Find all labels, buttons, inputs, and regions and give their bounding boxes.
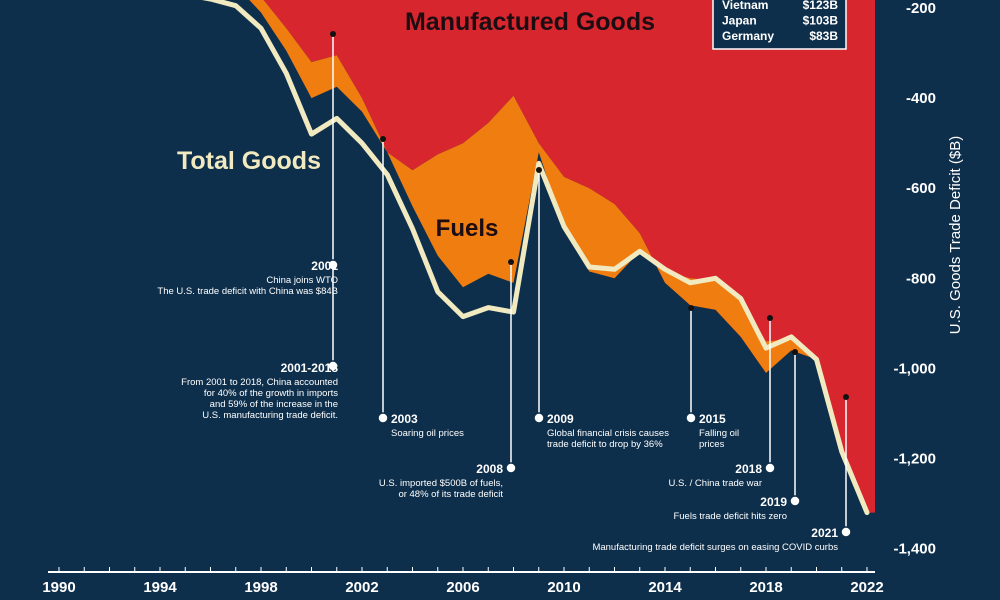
annotation-text: prices	[699, 439, 725, 450]
x-tick-label: 2010	[547, 579, 580, 596]
annotation-text: The U.S. trade deficit with China was $8…	[157, 286, 338, 297]
annotation-marker	[508, 259, 514, 265]
annotation-text: China joins WTO	[266, 275, 338, 286]
legend-value: $103B	[803, 14, 839, 28]
legend-value: $83B	[809, 29, 838, 43]
annotation-title: 2021	[811, 526, 838, 540]
legend-box: Vietnam $123B Japan $103B Germany $83B	[712, 0, 847, 50]
annotation-2019: 2019 Fuels trade deficit hits zero	[673, 349, 801, 522]
area-manufactured-goods	[150, 0, 875, 540]
annotation-text: U.S. manufacturing trade deficit.	[202, 410, 338, 421]
x-tick-label: 2006	[446, 579, 479, 596]
series-label-total: Total Goods	[177, 147, 321, 175]
annotation-title: 2003	[391, 412, 418, 426]
line-total-goods	[201, 0, 870, 516]
annotation-marker	[792, 349, 798, 355]
annotation-text: for 40% of the growth in imports	[204, 388, 338, 399]
annotation-dot	[533, 412, 545, 424]
annotation-marker	[688, 305, 694, 311]
legend-country: Vietnam	[722, 0, 768, 12]
y-tick-label: -1,200	[893, 451, 936, 468]
annotation-marker	[843, 394, 849, 400]
annotation-text: U.S. imported $500B of fuels,	[379, 478, 503, 489]
x-tick-label: 1998	[244, 579, 277, 596]
legend-value: $123B	[803, 0, 839, 12]
annotation-2008: 2008 U.S. imported $500B of fuels,or 48% …	[379, 259, 517, 500]
annotation-text: Global financial crisis causes	[547, 428, 669, 439]
y-axis-label: U.S. Goods Trade Deficit ($B)	[947, 136, 964, 334]
annotation-text: Falling oil	[699, 428, 739, 439]
annotation-dot	[840, 526, 852, 538]
annotation-dot	[764, 462, 776, 474]
legend-country: Germany	[722, 29, 774, 43]
annotation-2001-2018: 2001-2018 From 2001 to 2018, China accoun…	[181, 270, 339, 421]
annotation-dot	[327, 360, 339, 372]
annotation-dot	[685, 412, 697, 424]
annotation-title: 2001	[311, 259, 338, 273]
x-tick-label: 1994	[143, 579, 177, 596]
legend-country: Japan	[722, 14, 757, 28]
annotation-marker	[536, 167, 542, 173]
annotation-text: or 48% of its trade deficit	[398, 489, 503, 500]
annotation-dot	[377, 412, 389, 424]
x-axis: 1990 1994 1998 2002 2006 2010 2014 2018 2022	[42, 567, 884, 596]
annotation-title: 2001-2018	[281, 361, 339, 375]
annotation-marker	[380, 136, 386, 142]
annotation-2021: 2021 Manufacturing trade deficit surges o…	[592, 394, 852, 553]
annotation-marker	[330, 31, 336, 37]
y-axis: -200 -400 -600 -800 -1,000 -1,200 -1,400	[893, 0, 936, 558]
y-tick-label: -800	[906, 270, 936, 287]
x-tick-label: 2014	[648, 579, 682, 596]
annotation-title: 2009	[547, 412, 574, 426]
annotation-text: Soaring oil prices	[391, 428, 464, 439]
annotation-marker	[767, 315, 773, 321]
annotation-text: and 59% of the increase in the	[210, 399, 338, 410]
annotation-text: trade deficit to drop by 36%	[547, 439, 663, 450]
x-tick-label: 2002	[345, 579, 378, 596]
x-tick-label: 1990	[42, 579, 75, 596]
series-label-fuels: Fuels	[436, 215, 499, 242]
annotation-2009: 2009 Global financial crisis causestrade …	[533, 167, 669, 450]
annotation-title: 2015	[699, 412, 726, 426]
annotation-text: Manufacturing trade deficit surges on ea…	[592, 542, 838, 553]
annotation-2003: 2003 Soaring oil prices	[377, 136, 464, 439]
legend-frame	[712, 0, 847, 50]
series-label-manufactured: Manufactured Goods	[405, 8, 655, 36]
annotation-dot	[505, 462, 517, 474]
y-tick-label: -600	[906, 180, 936, 197]
annotation-text: U.S. / China trade war	[669, 478, 762, 489]
y-tick-label: -400	[906, 90, 936, 107]
annotation-text: Fuels trade deficit hits zero	[673, 511, 787, 522]
y-tick-label: -1,400	[893, 541, 936, 558]
annotation-title: 2019	[760, 495, 787, 509]
y-tick-label: -200	[906, 0, 936, 17]
annotation-title: 2008	[476, 462, 503, 476]
x-tick-label: 2022	[850, 579, 883, 596]
y-tick-label: -1,000	[893, 360, 936, 377]
annotation-text: From 2001 to 2018, China accounted	[181, 377, 338, 388]
annotation-dot	[789, 495, 801, 507]
x-tick-label: 2018	[749, 579, 782, 596]
annotation-title: 2018	[735, 462, 762, 476]
annotation-2018: 2018 U.S. / China trade war	[669, 315, 776, 489]
